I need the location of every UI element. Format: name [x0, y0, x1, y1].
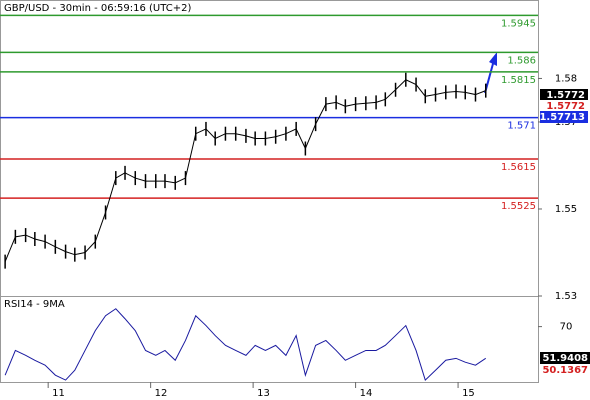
price-label-box — [540, 111, 588, 123]
level-label: 1.5815 — [501, 75, 536, 86]
level-label: 1.571 — [507, 121, 536, 132]
x-tick-label: 14 — [360, 388, 373, 399]
rsi-title: RSI14 - 9MA — [4, 299, 65, 310]
y-tick-label: 70 — [560, 322, 573, 333]
level-label: 1.5525 — [501, 201, 536, 212]
price-label-box — [540, 100, 588, 112]
rsi-label: 51.9408 — [542, 353, 588, 364]
price-label: 1.57713 — [539, 112, 585, 123]
rsi-label: 50.1367 — [542, 365, 588, 376]
x-tick-label: 11 — [52, 388, 65, 399]
y-tick-label: 1.53 — [555, 291, 577, 302]
y-tick-label: 1.58 — [555, 73, 577, 84]
level-label: 1.5615 — [501, 162, 536, 173]
series-line — [4, 308, 487, 381]
arrow-head — [489, 52, 497, 66]
price-label-box — [540, 89, 588, 101]
level-label: 1.5945 — [501, 18, 536, 29]
price-panel — [0, 0, 539, 297]
projection-arrow — [484, 59, 495, 94]
x-tick-label: 12 — [155, 388, 168, 399]
x-tick-label: 15 — [462, 388, 475, 399]
level-label: 1.586 — [507, 55, 536, 66]
x-tick-label: 13 — [257, 388, 270, 399]
rsi-panel — [0, 296, 539, 383]
rsi-label-box — [540, 364, 590, 376]
y-tick-label: 1.55 — [555, 204, 577, 215]
rsi-label-box — [540, 352, 590, 364]
price-label: 1.5772 — [546, 90, 585, 101]
chart-title: GBP/USD - 30min - 06:59:16 (UTC+2) — [4, 3, 191, 14]
price-label: 1.5772 — [546, 101, 585, 112]
